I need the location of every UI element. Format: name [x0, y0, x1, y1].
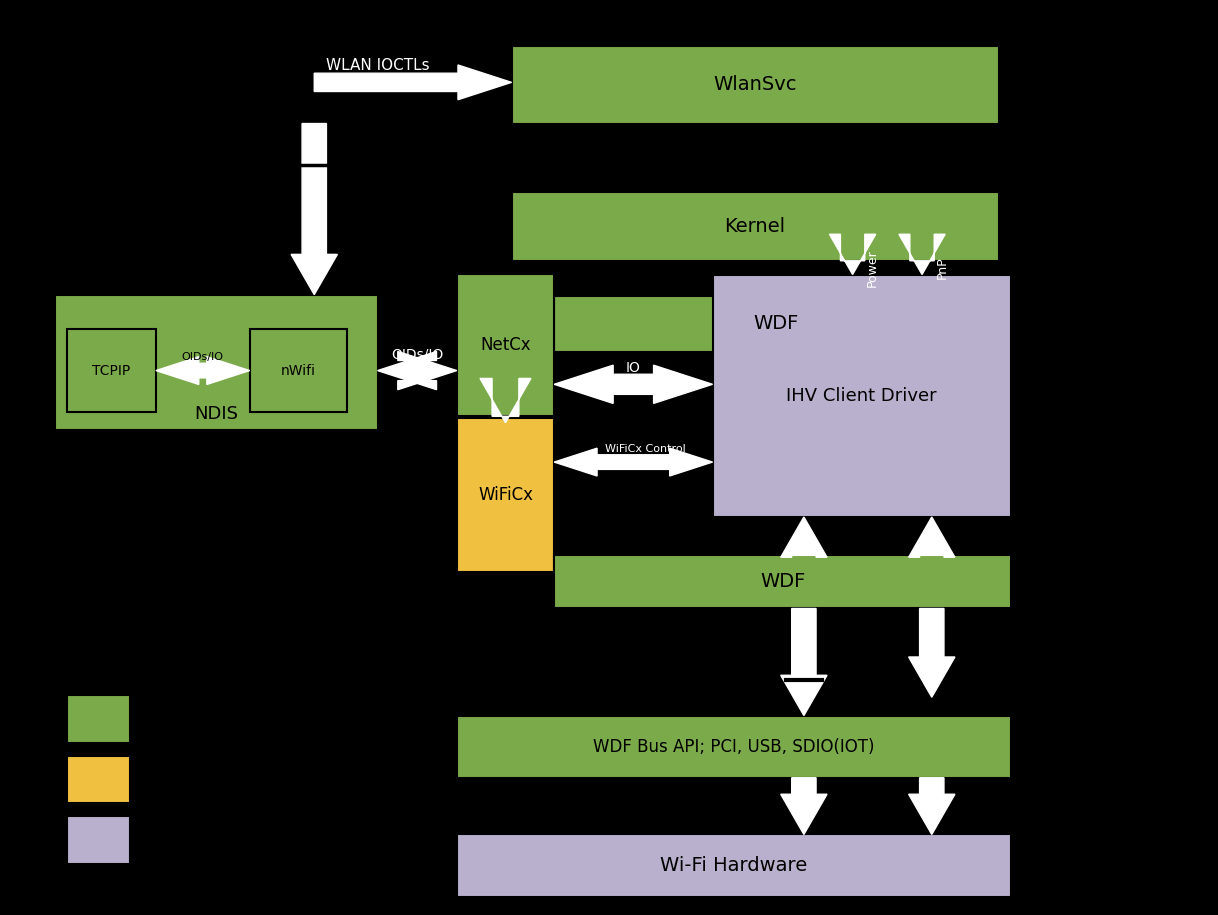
- FancyBboxPatch shape: [457, 716, 1011, 778]
- Text: WiFiCx: WiFiCx: [477, 486, 533, 504]
- Polygon shape: [554, 448, 713, 476]
- Text: WiFiCx Control: WiFiCx Control: [605, 445, 686, 454]
- FancyBboxPatch shape: [67, 816, 130, 864]
- Text: PnP: PnP: [935, 256, 949, 279]
- Polygon shape: [480, 379, 531, 423]
- Polygon shape: [781, 778, 827, 834]
- FancyBboxPatch shape: [67, 756, 130, 803]
- Polygon shape: [829, 234, 876, 274]
- Text: WDF Bus API; PCI, USB, SDIO(IOT): WDF Bus API; PCI, USB, SDIO(IOT): [593, 737, 875, 756]
- Polygon shape: [781, 517, 827, 557]
- FancyBboxPatch shape: [554, 555, 1011, 608]
- FancyBboxPatch shape: [554, 296, 999, 352]
- Polygon shape: [156, 357, 250, 384]
- Polygon shape: [314, 65, 512, 100]
- FancyBboxPatch shape: [67, 329, 156, 412]
- FancyBboxPatch shape: [67, 695, 130, 743]
- FancyBboxPatch shape: [250, 329, 347, 412]
- Text: WDF: WDF: [754, 315, 799, 333]
- Text: OIDs/IO: OIDs/IO: [391, 347, 443, 361]
- Polygon shape: [554, 365, 713, 404]
- Polygon shape: [291, 124, 337, 295]
- FancyBboxPatch shape: [512, 46, 999, 124]
- FancyBboxPatch shape: [457, 834, 1011, 897]
- Polygon shape: [909, 778, 955, 834]
- Polygon shape: [909, 517, 955, 557]
- Text: NetCx: NetCx: [480, 337, 531, 354]
- Text: WlanSvc: WlanSvc: [714, 75, 797, 94]
- FancyBboxPatch shape: [512, 192, 999, 261]
- FancyBboxPatch shape: [55, 295, 378, 430]
- Text: IO: IO: [626, 361, 641, 375]
- Text: WDF: WDF: [760, 573, 805, 591]
- Polygon shape: [781, 608, 827, 716]
- Text: IHV Client Driver: IHV Client Driver: [787, 387, 937, 404]
- Text: Kernel: Kernel: [725, 217, 786, 236]
- Text: Power: Power: [866, 249, 879, 286]
- Text: TCPIP: TCPIP: [93, 363, 130, 378]
- Polygon shape: [909, 608, 955, 697]
- Text: OIDs/IO: OIDs/IO: [181, 352, 224, 361]
- FancyBboxPatch shape: [713, 274, 1011, 517]
- Polygon shape: [378, 351, 457, 390]
- FancyBboxPatch shape: [457, 418, 554, 572]
- FancyBboxPatch shape: [457, 274, 554, 416]
- Text: Wi-Fi Hardware: Wi-Fi Hardware: [660, 856, 808, 875]
- Text: NDIS: NDIS: [194, 404, 239, 423]
- Text: WLAN IOCTLs: WLAN IOCTLs: [326, 59, 430, 73]
- Text: nWifi: nWifi: [281, 363, 315, 378]
- Polygon shape: [899, 234, 945, 274]
